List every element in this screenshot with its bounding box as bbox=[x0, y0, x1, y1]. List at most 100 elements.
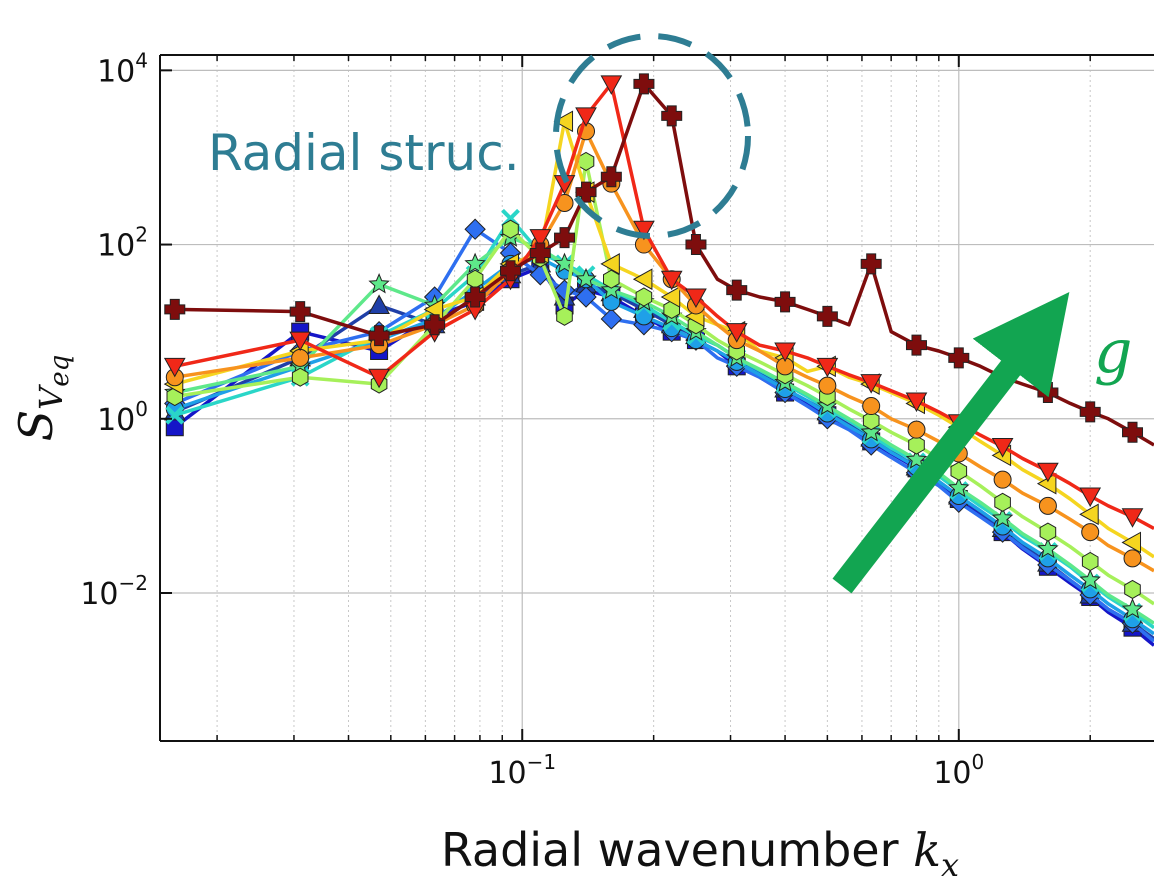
data-point bbox=[554, 227, 576, 249]
data-point bbox=[994, 492, 1011, 512]
data-point bbox=[164, 298, 186, 320]
data-point bbox=[685, 234, 707, 256]
data-point bbox=[291, 367, 309, 387]
g-arrow bbox=[832, 292, 1070, 594]
data-point bbox=[575, 286, 597, 308]
data-point bbox=[464, 252, 486, 274]
data-point bbox=[368, 294, 390, 314]
data-point bbox=[1037, 382, 1059, 404]
data-point bbox=[1079, 569, 1101, 590]
data-point bbox=[816, 357, 839, 378]
axis-ticks: 104 102 100 10−2 10−1 100 bbox=[80, 48, 1091, 791]
radial-structure-label: Radial struc. bbox=[208, 124, 520, 182]
data-point bbox=[948, 347, 970, 369]
data-point bbox=[1081, 523, 1100, 542]
data-point bbox=[289, 301, 311, 323]
data-point bbox=[466, 269, 484, 289]
data-point bbox=[464, 218, 486, 240]
data-point bbox=[556, 306, 573, 326]
data-point bbox=[660, 286, 681, 308]
data-point bbox=[502, 219, 519, 239]
data-point bbox=[860, 421, 882, 442]
data-point bbox=[993, 470, 1012, 489]
y-tick-label: 102 bbox=[97, 223, 148, 264]
data-point bbox=[603, 269, 620, 289]
plot-frame bbox=[159, 54, 1154, 742]
data-point bbox=[424, 314, 446, 336]
data-point bbox=[368, 368, 390, 389]
data-point bbox=[1038, 496, 1057, 515]
x-tick-label: 10−1 bbox=[488, 750, 556, 791]
data-point bbox=[499, 260, 521, 282]
data-point bbox=[464, 286, 486, 308]
data-point bbox=[1121, 508, 1144, 528]
data-point bbox=[1079, 487, 1102, 507]
series-3 bbox=[164, 218, 1154, 643]
g-arrow-label: g bbox=[1094, 317, 1132, 387]
data-point bbox=[632, 268, 653, 291]
series-6 bbox=[164, 226, 1154, 625]
data-point bbox=[600, 75, 623, 95]
data-point bbox=[1079, 503, 1099, 526]
data-point bbox=[774, 291, 796, 313]
data-point bbox=[726, 279, 748, 301]
data-point bbox=[948, 476, 970, 498]
data-point bbox=[816, 305, 838, 327]
data-point bbox=[1037, 462, 1059, 483]
data-point bbox=[289, 331, 312, 352]
data-point bbox=[600, 308, 623, 330]
y-axis-label: SVeq bbox=[9, 355, 75, 442]
data-point bbox=[907, 420, 926, 439]
data-point bbox=[529, 242, 551, 264]
x-tick-label: 100 bbox=[933, 750, 984, 791]
series-10 bbox=[163, 75, 1154, 531]
series-line bbox=[174, 82, 1154, 531]
data-point bbox=[862, 411, 880, 431]
data-point bbox=[685, 288, 707, 309]
data-point bbox=[860, 253, 882, 275]
data-point bbox=[950, 461, 968, 481]
data-point bbox=[291, 348, 310, 367]
data-point bbox=[633, 73, 655, 95]
y-tick-label: 104 bbox=[97, 48, 148, 89]
data-point bbox=[368, 325, 390, 347]
data-point bbox=[661, 105, 683, 127]
data-point bbox=[600, 166, 622, 188]
data-point bbox=[1123, 549, 1142, 568]
data-point bbox=[575, 267, 597, 289]
data-point bbox=[633, 220, 655, 241]
grid-lines bbox=[160, 55, 1154, 741]
data-point bbox=[1121, 597, 1144, 619]
data-point bbox=[991, 438, 1014, 458]
data-point bbox=[163, 357, 186, 378]
data-point bbox=[553, 110, 574, 133]
x-axis-label: Radial wavenumber kx bbox=[441, 823, 959, 882]
y-tick-label: 10−2 bbox=[80, 571, 148, 612]
data-point bbox=[600, 278, 623, 300]
y-tick-label: 100 bbox=[97, 397, 148, 438]
data-point bbox=[529, 229, 552, 249]
data-point bbox=[991, 506, 1014, 528]
data-point bbox=[908, 435, 925, 455]
data-point bbox=[1039, 522, 1057, 542]
data-point bbox=[862, 397, 881, 416]
data-point bbox=[1121, 531, 1142, 554]
data-point bbox=[165, 405, 185, 425]
series-layer bbox=[163, 73, 1154, 647]
data-point bbox=[818, 376, 837, 395]
data-point bbox=[905, 392, 928, 413]
data-point bbox=[1037, 537, 1059, 559]
data-point bbox=[1079, 401, 1101, 423]
data-point bbox=[1122, 421, 1144, 443]
radial-structure-circle bbox=[553, 33, 751, 239]
annotations: Radial wavenumber kx SVeq Radial struc. g bbox=[9, 33, 1132, 882]
data-point bbox=[635, 287, 653, 307]
data-point bbox=[575, 107, 597, 127]
data-point bbox=[575, 181, 597, 203]
data-point bbox=[905, 334, 927, 356]
series-line bbox=[174, 159, 1154, 606]
data-point bbox=[905, 448, 928, 469]
data-point bbox=[1124, 579, 1141, 599]
data-point bbox=[600, 253, 620, 275]
